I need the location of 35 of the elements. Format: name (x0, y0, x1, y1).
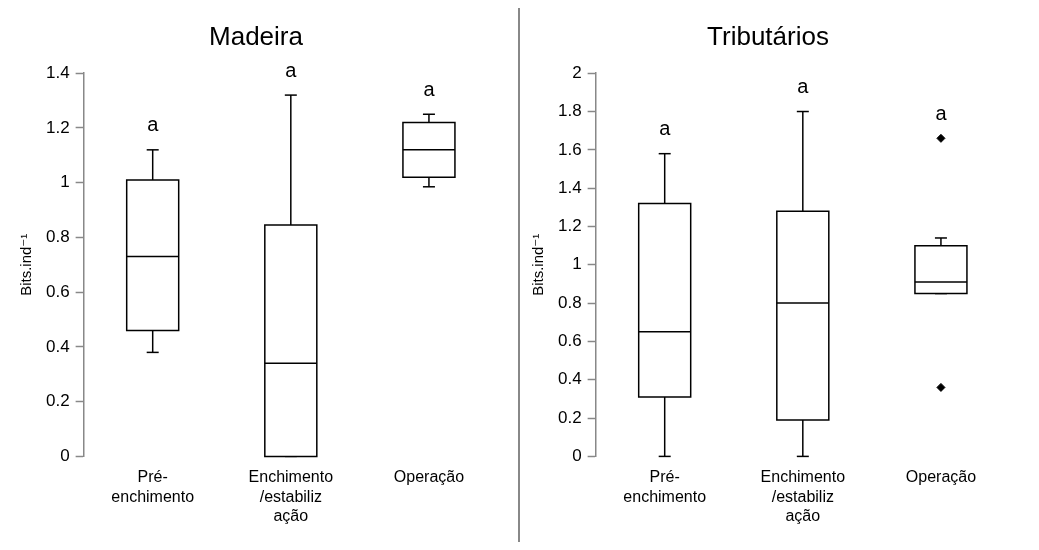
y-tick-label: 1.2 (45, 117, 70, 137)
y-tick-label: 0.4 (557, 369, 582, 389)
x-tick-label: Enchimento/estabilização (248, 468, 334, 524)
y-tick-label: 2 (572, 62, 582, 82)
y-tick-label: 0.6 (557, 331, 582, 351)
y-tick-label: 1.8 (557, 101, 582, 121)
y-tick-label: 0 (572, 446, 582, 466)
y-tick-label: 1 (60, 172, 70, 192)
y-tick-label: 1 (572, 254, 582, 274)
annotation: a (935, 101, 948, 124)
chart-title: Madeira (209, 20, 304, 51)
annotation: a (423, 77, 436, 100)
chart-title: Tributários (707, 20, 829, 51)
y-tick-label: 1.2 (557, 216, 582, 236)
x-tick-label: Operação (905, 468, 977, 486)
y-tick-label: 1.4 (45, 62, 70, 82)
y-tick-label: 0.4 (45, 336, 70, 356)
y-tick-label: 0 (60, 446, 70, 466)
annotation: a (147, 113, 160, 136)
annotation: a (659, 117, 672, 140)
y-tick-label: 0.2 (45, 391, 70, 411)
y-tick-label: 1.6 (557, 139, 582, 159)
y-axis-title: Bits.ind⁻¹ (17, 233, 35, 296)
y-tick-label: 1.4 (557, 177, 582, 197)
y-tick-label: 0.2 (557, 407, 582, 427)
y-tick-label: 0.8 (45, 227, 70, 247)
annotation: a (285, 58, 298, 81)
y-tick-label: 0.6 (45, 281, 70, 301)
x-tick-label: Operação (393, 468, 465, 486)
annotation: a (797, 75, 810, 98)
x-tick-label: Pré-enchimento (623, 468, 707, 505)
x-tick-label: Pré-enchimento (111, 468, 195, 505)
y-tick-label: 0.8 (557, 292, 582, 312)
y-axis-title: Bits.ind⁻¹ (529, 233, 547, 296)
x-tick-label: Enchimento/estabilização (760, 468, 846, 524)
